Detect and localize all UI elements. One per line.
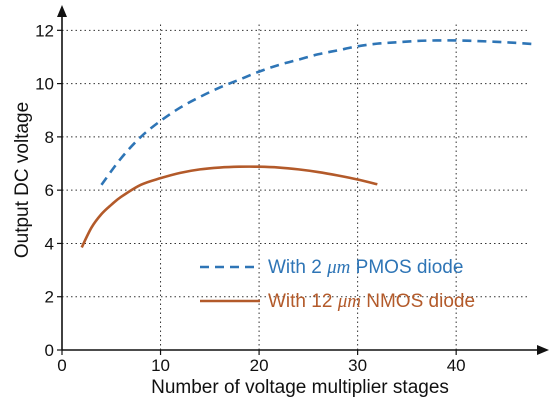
series-line-0 [100,39,536,186]
series-layer [80,39,536,249]
x-tick-label: 10 [151,356,170,375]
legend-label-prefix: With 2 [268,257,327,278]
x-tick-label: 40 [447,356,466,375]
y-tick-label: 10 [35,75,54,94]
series-line-1 [80,165,378,249]
legend: With 2 μm PMOS diode With 12 μm NMOS diod… [200,257,475,312]
x-axis-arrow-icon [537,345,549,355]
legend-label-unit: μm [326,257,350,278]
grid [62,23,527,350]
legend-label-unit: μm [337,291,361,312]
ticks: 0 10 20 30 40 0 2 4 6 8 10 12 [35,21,466,375]
y-tick-label: 6 [45,181,54,200]
y-tick-label: 8 [45,128,54,147]
x-tick-label: 30 [348,356,367,375]
y-tick-label: 2 [45,288,54,307]
x-tick-label: 20 [250,356,269,375]
x-axis-title: Number of voltage multiplier stages [151,377,449,398]
y-axis-title: Output DC voltage [12,102,33,258]
legend-label-suffix: NMOS diode [361,291,475,312]
y-axis-arrow-icon [57,5,67,17]
x-tick-label: 0 [57,356,66,375]
legend-label-suffix: PMOS diode [350,257,463,278]
legend-label-1: With 12 μm NMOS diode [268,291,475,312]
axes [57,5,549,355]
y-tick-label: 0 [45,341,54,360]
y-tick-label: 4 [45,234,54,253]
y-tick-label: 12 [35,21,54,40]
legend-label-prefix: With 12 [268,291,338,312]
legend-label-0: With 2 μm PMOS diode [268,257,463,278]
